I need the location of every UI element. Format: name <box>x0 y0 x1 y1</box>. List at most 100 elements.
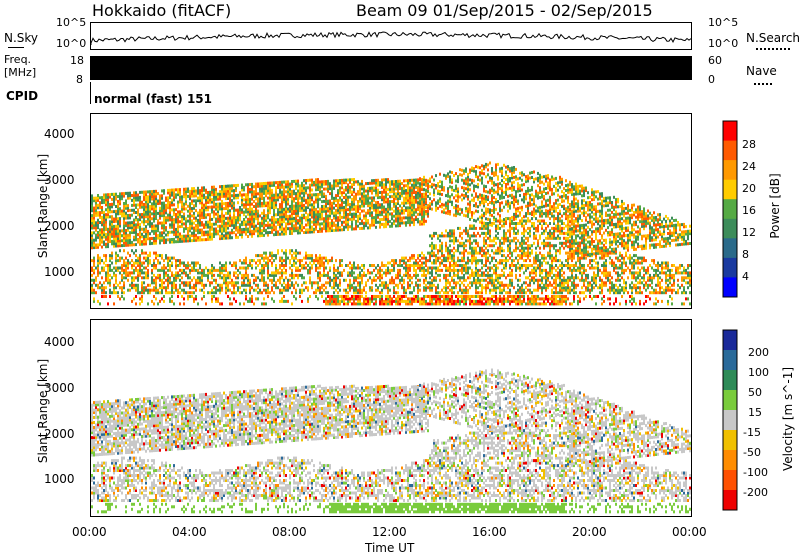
power-heatmap-cell <box>229 281 231 285</box>
power-heatmap-cell <box>155 264 157 267</box>
power-heatmap-cell <box>167 188 169 192</box>
power-heatmap-cell <box>197 221 199 225</box>
power-heatmap-cell <box>175 232 177 236</box>
power-heatmap-cell <box>395 302 397 306</box>
power-heatmap-cell <box>211 217 213 221</box>
power-heatmap-cell <box>315 268 317 272</box>
power-heatmap-cell <box>343 288 345 292</box>
power-heatmap-cell <box>139 264 141 267</box>
power-heatmap-cell <box>131 259 133 263</box>
power-heatmap-cell <box>295 179 297 183</box>
power-heatmap-cell <box>249 215 251 219</box>
power-heatmap-cell <box>99 233 101 237</box>
power-heatmap-cell <box>137 210 139 214</box>
power-heatmap-cell <box>347 213 349 216</box>
power-heatmap-cell <box>267 189 269 193</box>
power-heatmap-cell <box>177 288 179 292</box>
power-heatmap-cell <box>119 199 121 203</box>
power-heatmap-cell <box>111 276 113 280</box>
power-heatmap-cell <box>103 218 105 222</box>
power-heatmap-cell <box>435 295 437 298</box>
power-heatmap-cell <box>91 268 93 272</box>
power-heatmap-cell <box>427 286 429 290</box>
power-heatmap-cell <box>327 209 329 213</box>
power-heatmap-cell <box>215 192 217 196</box>
power-heatmap-cell <box>267 186 269 190</box>
power-heatmap-cell <box>447 231 449 235</box>
power-heatmap-cell <box>397 207 399 210</box>
power-heatmap-cell <box>463 288 465 292</box>
power-heatmap-cell <box>203 213 205 217</box>
power-heatmap-cell <box>279 281 281 285</box>
power-heatmap-cell <box>311 266 313 270</box>
power-heatmap-cell <box>173 218 175 222</box>
power-heatmap-cell <box>139 225 141 229</box>
power-heatmap-cell <box>197 189 199 193</box>
power-heatmap-cell <box>163 218 165 222</box>
power-heatmap-cell <box>213 205 215 209</box>
power-heatmap-cell <box>317 259 319 263</box>
power-heatmap-cell <box>317 210 319 214</box>
power-heatmap-cell <box>423 200 425 204</box>
power-heatmap-cell <box>227 206 229 210</box>
power-heatmap-cell <box>261 268 263 272</box>
power-heatmap-cell <box>435 231 437 235</box>
power-heatmap-cell <box>271 203 273 207</box>
power-heatmap-cell <box>181 222 183 226</box>
power-heatmap-cell <box>429 254 431 258</box>
power-heatmap-cell <box>265 283 267 287</box>
power-heatmap-cell <box>153 227 155 230</box>
power-heatmap-cell <box>115 266 117 270</box>
power-heatmap-cell <box>325 209 327 213</box>
power-heatmap-cell <box>147 302 149 306</box>
power-heatmap-cell <box>273 215 275 219</box>
power-heatmap-cell <box>185 190 187 194</box>
power-heatmap-cell <box>133 238 135 242</box>
power-heatmap-cell <box>347 222 349 226</box>
power-heatmap-cell <box>421 195 423 199</box>
power-heatmap-cell <box>331 204 333 208</box>
power-heatmap-cell <box>457 187 459 191</box>
power-heatmap-cell <box>101 268 103 272</box>
power-heatmap-cell <box>431 175 433 179</box>
power-heatmap-cell <box>281 291 283 295</box>
power-heatmap-cell <box>245 295 247 298</box>
power-heatmap-cell <box>327 261 329 265</box>
power-heatmap-cell <box>411 198 413 202</box>
power-heatmap-cell <box>439 180 441 184</box>
power-heatmap-cell <box>397 199 399 203</box>
power-heatmap-cell <box>355 302 357 306</box>
power-heatmap-cell <box>323 256 325 260</box>
power-heatmap-cell <box>457 268 459 272</box>
power-heatmap-cell <box>319 256 321 260</box>
power-heatmap-cell <box>445 268 447 272</box>
power-heatmap-cell <box>287 217 289 221</box>
power-heatmap-cell <box>365 216 367 220</box>
power-heatmap-cell <box>107 230 109 234</box>
power-heatmap-cell <box>345 178 347 182</box>
power-heatmap-cell <box>173 223 175 227</box>
power-heatmap-cell <box>197 276 199 280</box>
power-heatmap-cell <box>283 195 285 199</box>
power-heatmap-cell <box>423 278 425 282</box>
power-heatmap-cell <box>141 190 143 194</box>
power-heatmap-cell <box>461 268 463 272</box>
power-heatmap-cell <box>309 220 311 224</box>
power-heatmap-cell <box>323 264 325 267</box>
power-heatmap-cell <box>97 233 99 237</box>
power-heatmap-cell <box>285 268 287 272</box>
power-heatmap-cell <box>135 206 137 209</box>
power-heatmap-cell <box>115 254 117 258</box>
power-heatmap-cell <box>355 207 357 211</box>
power-heatmap-cell <box>319 212 321 216</box>
power-heatmap-cell <box>457 212 459 216</box>
power-heatmap-cell <box>215 229 217 233</box>
power-heatmap-cell <box>457 246 459 250</box>
power-heatmap-cell <box>199 236 201 239</box>
power-heatmap-cell <box>111 197 113 201</box>
power-heatmap-cell <box>423 297 425 301</box>
power-heatmap-cell <box>393 209 395 213</box>
power-heatmap-cell <box>167 256 169 260</box>
power-heatmap-cell <box>299 231 301 235</box>
power-heatmap-cell <box>133 225 135 229</box>
